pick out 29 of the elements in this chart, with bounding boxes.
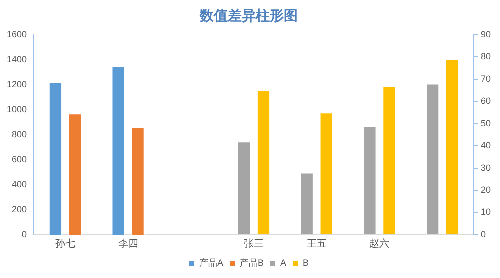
y2-tick-label: 40 <box>480 140 492 151</box>
y-tick-label: 1400 <box>6 54 28 64</box>
y-tick-label: 1600 <box>6 29 28 40</box>
legend-label: 产品A <box>199 258 224 268</box>
y2-tick-label: 10 <box>480 207 492 218</box>
y-tick-label: 400 <box>12 179 28 190</box>
y2-tick-label: 80 <box>480 52 492 62</box>
legend-label: B <box>303 258 310 268</box>
legend-label: A <box>280 258 287 268</box>
y-tick-label: 200 <box>12 204 28 214</box>
x-tick-label: 李四 <box>118 238 138 250</box>
chart-title: 数值差异柱形图 <box>199 7 298 24</box>
y2-tick-label: 30 <box>480 162 492 173</box>
y2-tick-label: 50 <box>480 118 492 128</box>
x-tick-label: 赵六 <box>370 238 390 250</box>
y2-tick-label: 90 <box>480 29 492 40</box>
y-tick-label: 0 <box>22 229 28 240</box>
y-tick-label: 1000 <box>6 104 28 114</box>
y-tick-label: 800 <box>12 129 28 140</box>
x-tick-label: 张三 <box>244 238 264 250</box>
y2-tick-label: 60 <box>480 96 492 106</box>
x-tick-label: 孙七 <box>55 238 76 250</box>
y2-tick-label: 0 <box>480 229 486 240</box>
legend-label: 产品B <box>240 258 264 268</box>
y-tick-label: 600 <box>12 154 28 164</box>
y2-tick-label: 70 <box>480 74 492 84</box>
y-tick-label: 1200 <box>6 79 28 90</box>
x-tick-label: 王五 <box>306 238 327 250</box>
y2-tick-label: 20 <box>480 184 492 195</box>
